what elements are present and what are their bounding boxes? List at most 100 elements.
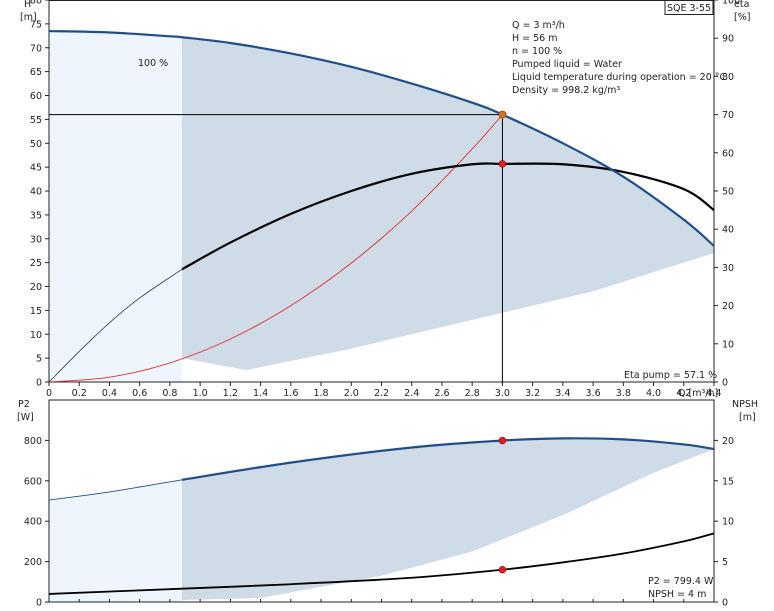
bottom-info-line: P2 = 799.4 W: [648, 576, 714, 587]
eta-axis-title: eta: [734, 0, 749, 10]
q-tick-label: 0: [46, 388, 52, 399]
q-tick-label: 0.2: [72, 388, 87, 399]
p2-axis-title: P2: [18, 399, 30, 410]
q-tick-label: 0.8: [162, 388, 177, 399]
q-tick-label: 2.8: [465, 388, 480, 399]
p2-tick-label: 200: [24, 557, 42, 568]
duty-point-p2-marker: [498, 436, 507, 445]
h-tick-label: 55: [30, 115, 42, 126]
npsh-tick-label: 10: [722, 517, 734, 528]
head-operating-band: [182, 37, 714, 371]
h-tick-label: 65: [30, 67, 42, 78]
h-tick-label: 60: [30, 91, 42, 102]
h-tick-label: 45: [30, 163, 42, 174]
speed-label: 100 %: [138, 58, 168, 69]
eta-tick-label: 100: [722, 0, 740, 7]
h-tick-label: 70: [30, 43, 42, 54]
p2-curve-thin: [48, 479, 183, 501]
h-tick-label: 5: [36, 354, 42, 365]
eta-tick-label: 60: [722, 148, 734, 159]
q-tick-label: 1.8: [313, 388, 328, 399]
h-tick-label: 40: [30, 187, 42, 198]
q-tick-label: 3.0: [495, 388, 510, 399]
eta-tick-label: 0: [722, 378, 728, 389]
p2-tick-label: 800: [24, 436, 42, 447]
q-tick-label: 3.6: [586, 388, 601, 399]
eta-tick-label: 80: [722, 72, 734, 83]
npsh-tick-label: 5: [722, 557, 728, 568]
q-tick-label: 1.4: [253, 388, 268, 399]
q-tick-label: 3.2: [525, 388, 540, 399]
npsh-tick-label: 20: [722, 436, 734, 447]
eta-pump-label: Eta pump = 57.1 %: [624, 370, 717, 381]
eta-tick-label: 90: [722, 34, 734, 45]
duty-point-eta-marker: [498, 160, 507, 168]
chart-title: SQE 3-55: [667, 3, 711, 14]
h-tick-label: 50: [30, 139, 42, 150]
q-tick-label: 4.2: [676, 388, 691, 399]
q-tick-label: 2.0: [344, 388, 359, 399]
efficiency-curve-thin: [48, 268, 183, 383]
bottom-info-line: NPSH = 4 m: [648, 589, 706, 600]
system-curve: [48, 114, 503, 383]
p2-tick-label: 600: [24, 476, 42, 487]
npsh-tick-label: 15: [722, 476, 734, 487]
q-tick-label: 4.0: [646, 388, 661, 399]
npsh-tick-label: 0: [722, 598, 728, 609]
duty-info-line: Density = 998.2 kg/m³: [512, 85, 620, 96]
h-tick-label: 0: [36, 378, 42, 389]
npsh-axis-unit: [m]: [739, 412, 756, 423]
q-tick-label: 1.6: [283, 388, 298, 399]
q-tick-label: 2.2: [374, 388, 389, 399]
h-tick-label: 10: [30, 330, 42, 341]
q-tick-label: 3.8: [616, 388, 631, 399]
duty-point-head-marker: [498, 110, 507, 119]
duty-info-line: Q = 3 m³/h: [512, 20, 565, 31]
npsh-axis-title: NPSH: [732, 399, 758, 410]
q-axis-label: Q [m³/h]: [678, 388, 718, 399]
npsh-curve: [48, 532, 715, 595]
eta-tick-label: 50: [722, 187, 734, 198]
q-tick-label: 2.6: [434, 388, 449, 399]
q-tick-label: 2.4: [404, 388, 419, 399]
efficiency-curve: [181, 162, 715, 271]
q-tick-label: 4.4: [706, 388, 721, 399]
h-tick-label: 35: [30, 210, 42, 221]
eta-tick-label: 30: [722, 263, 734, 274]
head-curve: [48, 29, 715, 247]
head-left-region: [49, 31, 182, 382]
h-tick-label: 30: [30, 234, 42, 245]
q-tick-label: 3.4: [555, 388, 570, 399]
q-tick-label: 0.6: [132, 388, 147, 399]
h-axis-title: H: [24, 0, 31, 10]
h-tick-label: 20: [30, 282, 42, 293]
h-tick-label: 80: [30, 0, 42, 7]
eta-tick-label: 70: [722, 110, 734, 121]
duty-info-line: Pumped liquid = Water: [512, 59, 622, 70]
q-tick-label: 1.0: [193, 388, 208, 399]
q-tick-label: 1.2: [223, 388, 238, 399]
p2-operating-band: [182, 438, 714, 600]
head-efficiency-panel: 0 5 10 15 20 25 30 35 40 45 50 55 60 65 70 75 80 0 10 20 30 4…: [20, 0, 750, 399]
eta-axis-unit: [%]: [734, 12, 750, 23]
eta-tick-label: 40: [722, 225, 734, 236]
duty-point-npsh-marker: [498, 565, 507, 574]
p2-axis-unit: [W]: [17, 412, 34, 423]
h-tick-label: 15: [30, 306, 42, 317]
h-tick-label: 25: [30, 258, 42, 269]
eta-tick-label: 10: [722, 339, 734, 350]
model-box: [664, 0, 714, 15]
h-axis-unit: [m]: [20, 12, 37, 23]
p2-left-region: [49, 479, 182, 602]
power-npsh-panel: 0 200 400 600 800 0 5 10 15 20 P2 [W] NPSH [m] P2 = 79…: [17, 399, 758, 609]
duty-info-line: Liquid temperature during operation = 20…: [512, 72, 727, 83]
eta-tick-label: 20: [722, 301, 734, 312]
p2-tick-label: 0: [36, 598, 42, 609]
h-tick-label: 75: [30, 19, 42, 30]
p2-tick-label: 400: [24, 517, 42, 528]
q-tick-label: 0.4: [102, 388, 117, 399]
duty-info-line: n = 100 %: [512, 46, 562, 57]
duty-info-line: H = 56 m: [512, 33, 558, 44]
